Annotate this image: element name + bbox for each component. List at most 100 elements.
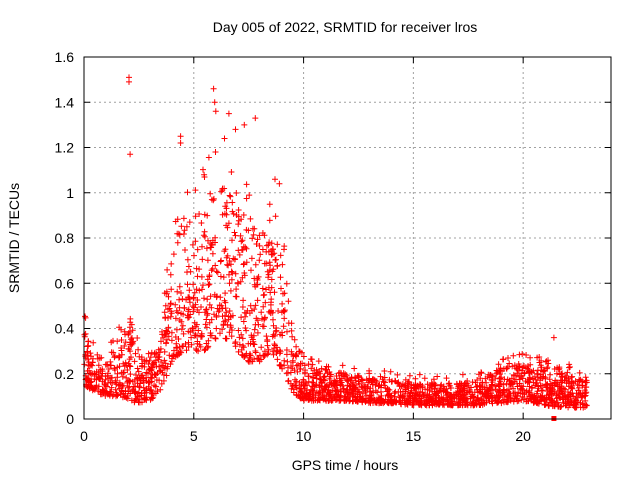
- data-point: [199, 243, 205, 250]
- data-point: [320, 387, 326, 394]
- data-point: [528, 385, 535, 392]
- data-point: [161, 357, 168, 364]
- data-point: [534, 354, 541, 361]
- data-point: [395, 388, 402, 395]
- data-point: [568, 384, 575, 391]
- data-point: [168, 260, 175, 267]
- data-point: [425, 396, 432, 403]
- data-point: [264, 342, 271, 349]
- data-point: [313, 382, 319, 389]
- data-point: [281, 243, 288, 250]
- data-point: [146, 357, 153, 364]
- data-point: [105, 370, 111, 377]
- data-point: [138, 390, 145, 396]
- data-point: [204, 276, 211, 283]
- data-point: [451, 394, 457, 401]
- data-point: [338, 375, 345, 382]
- data-point: [219, 313, 226, 320]
- data-point: [90, 355, 96, 362]
- data-point: [557, 377, 564, 384]
- data-point: [204, 310, 211, 317]
- data-point: [92, 384, 99, 391]
- data-point: [476, 388, 483, 395]
- data-point: [294, 368, 301, 375]
- data-point: [301, 397, 308, 404]
- data-point: [430, 376, 437, 383]
- data-point: [127, 363, 134, 370]
- data-point: [426, 387, 433, 394]
- data-point: [510, 371, 517, 378]
- data-point: [487, 372, 494, 378]
- data-point: [410, 402, 417, 408]
- data-point: [310, 394, 317, 400]
- data-point: [189, 241, 196, 248]
- data-point: [498, 374, 505, 381]
- data-point: [569, 373, 576, 380]
- data-point: [575, 391, 582, 398]
- data-point: [251, 306, 258, 313]
- data-point: [173, 307, 180, 314]
- data-point: [253, 315, 260, 322]
- data-point: [357, 393, 364, 400]
- data-point: [208, 316, 215, 323]
- data-point: [434, 373, 441, 380]
- data-point: [565, 375, 572, 382]
- data-point: [239, 274, 246, 281]
- data-point: [368, 379, 375, 386]
- data-point: [452, 390, 459, 397]
- data-point: [277, 348, 284, 355]
- data-point: [297, 385, 304, 392]
- data-point: [462, 379, 469, 386]
- data-point: [89, 387, 96, 394]
- data-point: [158, 380, 165, 387]
- data-point: [440, 383, 447, 390]
- data-point: [190, 281, 197, 288]
- data-point: [134, 335, 141, 341]
- data-point: [196, 309, 202, 316]
- data-point: [119, 394, 126, 401]
- data-point: [197, 333, 204, 340]
- data-point: [228, 169, 235, 175]
- data-point: [133, 372, 139, 378]
- data-point: [576, 384, 582, 391]
- data-point: [197, 343, 204, 350]
- data-point: [546, 376, 553, 383]
- data-point: [168, 310, 175, 317]
- data-point: [111, 365, 118, 372]
- data-point: [223, 199, 230, 206]
- data-point: [342, 371, 349, 378]
- data-point: [232, 270, 239, 277]
- data-point: [247, 215, 254, 222]
- data-point: [185, 308, 192, 315]
- data-point: [494, 394, 501, 401]
- data-point: [206, 319, 213, 326]
- data-point: [387, 368, 394, 375]
- data-point: [285, 320, 292, 327]
- data-point: [429, 401, 436, 408]
- data-point: [127, 371, 134, 378]
- data-point: [280, 290, 286, 297]
- data-point: [555, 391, 562, 398]
- data-point: [362, 383, 369, 390]
- data-point: [185, 294, 192, 301]
- data-point: [521, 370, 528, 377]
- data-point: [289, 359, 296, 366]
- data-point: [501, 386, 508, 393]
- data-point: [139, 362, 146, 369]
- y-tick-label: 0.6: [55, 275, 75, 291]
- data-point: [127, 324, 133, 331]
- data-point: [243, 226, 250, 233]
- data-point: [112, 386, 119, 393]
- data-point: [255, 273, 262, 280]
- data-point: [213, 312, 220, 319]
- data-point: [248, 267, 254, 274]
- data-point: [126, 356, 133, 363]
- data-point: [172, 301, 179, 308]
- data-point: [168, 286, 175, 293]
- data-point: [551, 388, 558, 395]
- data-point: [426, 398, 433, 405]
- data-point: [131, 358, 138, 365]
- data-point: [229, 269, 236, 276]
- data-point: [271, 341, 278, 348]
- data-point: [445, 381, 452, 387]
